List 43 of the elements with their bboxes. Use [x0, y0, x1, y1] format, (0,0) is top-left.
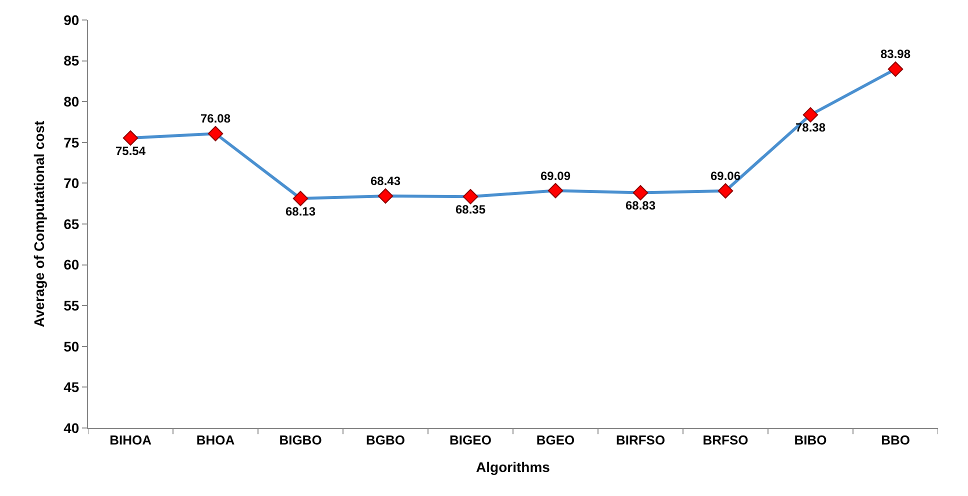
point: [632, 185, 648, 200]
x-tick-label: BIGBO: [279, 432, 322, 448]
x-tick-label: BBO: [881, 432, 910, 448]
x-tick-label: BIBO: [794, 432, 827, 448]
point: [888, 61, 904, 77]
x-tick-label: BGEO: [536, 432, 575, 448]
x-tick-label: BIHOA: [110, 432, 152, 448]
data-label: 68.43: [370, 174, 401, 188]
data-label: 69.09: [540, 168, 571, 183]
point: [718, 183, 734, 199]
data-label: 68.83: [625, 198, 656, 213]
y-tick-label: 50: [64, 338, 80, 354]
data-label: 69.06: [710, 168, 741, 183]
data-label: 78.38: [795, 120, 826, 135]
point: [548, 182, 564, 198]
data-label: 68.35: [455, 202, 486, 217]
y-tick-label: 85: [64, 52, 80, 69]
point: [462, 189, 478, 204]
y-tick-label: 70: [64, 175, 80, 192]
y-tick-label: 60: [64, 256, 80, 273]
y-tick-label: 80: [64, 94, 80, 110]
point: [122, 130, 138, 146]
x-tick-label: BHOA: [196, 432, 236, 448]
x-axis-title: Algorithms: [476, 458, 550, 475]
data-label: 83.98: [880, 47, 911, 62]
data-label: 68.13: [285, 204, 316, 218]
y-axis-title: Average of Computational cost: [31, 120, 48, 328]
point: [378, 188, 394, 204]
y-tick-label: 55: [64, 298, 80, 314]
data-label: 75.54: [115, 144, 146, 158]
x-tick-label: BIGEO: [450, 432, 492, 448]
x-tick-label: BIRFSO: [616, 432, 666, 448]
y-tick-label: 40: [64, 420, 80, 436]
y-tick-label: 90: [64, 12, 80, 28]
point: [802, 107, 818, 122]
y-tick-label: 75: [64, 134, 80, 150]
y-tick-label: 65: [64, 216, 80, 232]
point: [208, 126, 224, 142]
y-tick-label: 45: [64, 379, 80, 396]
data-label: 76.08: [200, 112, 231, 126]
x-tick-label: BRFSO: [702, 432, 748, 448]
x-tick-label: BGBO: [366, 432, 405, 448]
point: [292, 190, 308, 206]
